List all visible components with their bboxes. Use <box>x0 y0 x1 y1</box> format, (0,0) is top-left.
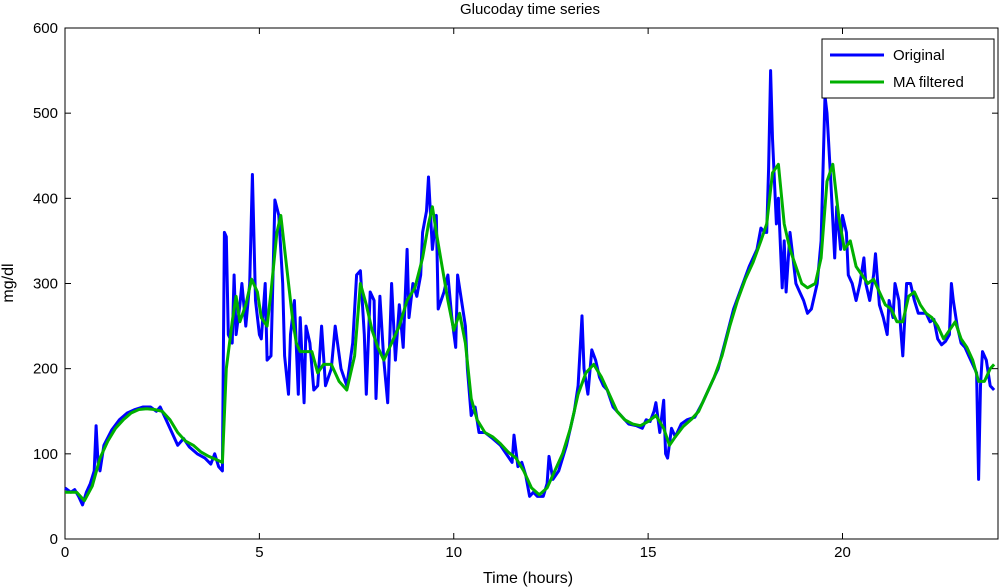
series-layer <box>64 69 996 507</box>
x-axis: 0 5 10 15 20 <box>61 28 851 561</box>
x-tick-label: 20 <box>834 544 851 561</box>
y-tick-label: 600 <box>33 20 58 37</box>
y-tick-label: 200 <box>33 361 58 378</box>
y-tick-label: 400 <box>33 190 58 207</box>
y-axis: 0 100 200 300 400 500 600 <box>33 20 998 548</box>
series-line-original <box>64 69 996 507</box>
plot-area <box>64 27 999 540</box>
y-axis-label: mg/dl <box>0 263 17 302</box>
y-tick-label: 0 <box>50 531 58 548</box>
legend-label-ma-filtered: MA filtered <box>893 74 964 91</box>
x-axis-label: Time (hours) <box>483 570 573 587</box>
x-tick-label: 5 <box>255 544 263 561</box>
x-tick-label: 15 <box>640 544 657 561</box>
legend-label-original: Original <box>893 47 945 64</box>
y-tick-label: 300 <box>33 276 58 293</box>
chart-title: Glucoday time series <box>460 1 600 18</box>
series-line-ma-filtered <box>65 162 996 503</box>
x-tick-label: 10 <box>445 544 462 561</box>
y-tick-label: 500 <box>33 105 58 122</box>
y-tick-label: 100 <box>33 446 58 463</box>
x-tick-label: 0 <box>61 544 69 561</box>
legend: Original MA filtered <box>821 38 995 99</box>
legend-box <box>821 38 995 99</box>
